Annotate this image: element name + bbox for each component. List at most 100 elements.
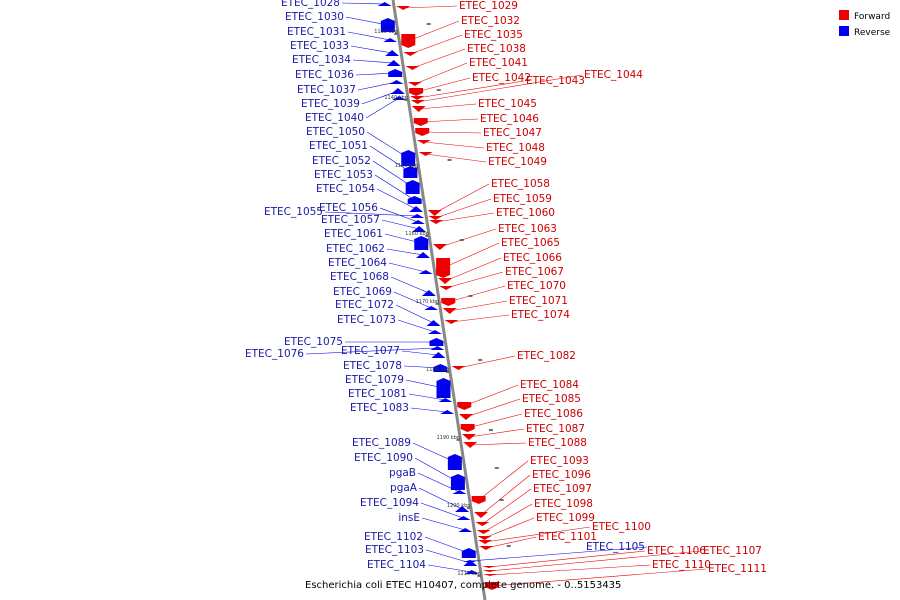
gene-connector — [423, 141, 485, 149]
forward-gene-label[interactable]: ETEC_1067 — [505, 266, 564, 278]
forward-gene-label[interactable]: ETEC_1085 — [522, 393, 581, 405]
reverse-gene-label[interactable]: ETEC_1028 — [281, 0, 340, 9]
forward-gene-label[interactable]: ETEC_1107 — [703, 545, 762, 557]
reverse-gene-label[interactable]: pgaB — [389, 467, 416, 479]
reverse-gene-label[interactable]: ETEC_1079 — [345, 374, 404, 386]
forward-gene-label[interactable]: ETEC_1101 — [538, 531, 597, 543]
forward-gene-label[interactable]: ETEC_1099 — [536, 512, 595, 524]
forward-gene-label[interactable]: ETEC_1059 — [493, 193, 552, 205]
reverse-gene-label[interactable]: ETEC_1030 — [285, 11, 344, 23]
reverse-gene-label[interactable]: ETEC_1054 — [316, 183, 375, 195]
forward-gene-label[interactable]: ETEC_1042 — [472, 72, 531, 84]
forward-gene-label[interactable]: ETEC_1058 — [491, 178, 550, 190]
gene-connector — [482, 488, 532, 525]
reverse-gene-label[interactable]: ETEC_1061 — [324, 228, 383, 240]
reverse-gene-label[interactable]: ETEC_1090 — [354, 452, 413, 464]
gene-connector — [465, 398, 521, 418]
reverse-gene-label[interactable]: ETEC_1062 — [326, 243, 385, 255]
reverse-gene-label[interactable]: ETEC_1073 — [337, 314, 396, 326]
forward-gene-label[interactable]: ETEC_1065 — [501, 237, 560, 249]
genome-caption: Escherichia coli ETEC H10407, complete g… — [305, 580, 621, 591]
forward-gene-label[interactable]: ETEC_1070 — [507, 280, 566, 292]
forward-gene-label[interactable]: ETEC_1098 — [534, 498, 593, 510]
forward-gene-label[interactable]: ETEC_1071 — [509, 295, 568, 307]
reverse-gene-label[interactable]: pgaA — [390, 482, 418, 494]
reverse-gene-label[interactable]: ETEC_1051 — [309, 140, 368, 152]
forward-gene-label[interactable]: ETEC_1045 — [478, 98, 537, 110]
gene-connector — [408, 393, 446, 401]
forward-gene-label[interactable]: ETEC_1084 — [520, 379, 579, 391]
reverse-gene-label[interactable]: ETEC_1094 — [360, 497, 419, 509]
forward-gene-label[interactable]: ETEC_1110 — [652, 559, 711, 571]
reverse-gene-label[interactable]: insE — [398, 512, 420, 524]
reverse-gene-label[interactable]: ETEC_1077 — [341, 345, 400, 357]
forward-gene-label[interactable]: ETEC_1029 — [459, 0, 518, 12]
reverse-gene-label[interactable]: ETEC_1037 — [297, 84, 356, 96]
forward-gene-label[interactable]: ETEC_1087 — [526, 423, 585, 435]
forward-gene-label[interactable]: ETEC_1063 — [498, 223, 557, 235]
reverse-gene-label[interactable]: ETEC_1069 — [333, 286, 392, 298]
forward-gene-label[interactable]: ETEC_1032 — [461, 15, 520, 27]
reverse-gene-label[interactable]: ETEC_1103 — [365, 544, 424, 556]
reverse-gene-label[interactable]: ETEC_1089 — [352, 437, 411, 449]
reverse-gene-label[interactable]: ETEC_1104 — [367, 559, 426, 571]
forward-gene-label[interactable]: ETEC_1049 — [488, 156, 547, 168]
forward-gene-label[interactable]: ETEC_1043 — [526, 75, 585, 87]
reverse-gene-label[interactable]: ETEC_1075 — [284, 336, 343, 348]
forward-gene-label[interactable]: ETEC_1088 — [528, 437, 587, 449]
reverse-gene-label[interactable]: ETEC_1039 — [301, 98, 360, 110]
forward-gene-label[interactable]: ETEC_1093 — [530, 455, 589, 467]
reverse-gene-label[interactable]: ETEC_1057 — [321, 214, 380, 226]
reverse-gene-label[interactable]: ETEC_1052 — [312, 155, 371, 167]
forward-gene-label[interactable]: ETEC_1060 — [496, 207, 555, 219]
reverse-gene-label[interactable]: ETEC_1078 — [343, 360, 402, 372]
legend-forward-swatch — [839, 10, 849, 20]
forward-gene-feature[interactable] — [396, 6, 411, 10]
reverse-gene-label[interactable]: ETEC_1102 — [364, 531, 423, 543]
reverse-gene-label[interactable]: ETEC_1033 — [290, 40, 349, 52]
reverse-gene-label[interactable]: ETEC_1034 — [292, 54, 351, 66]
gene-connector — [412, 48, 466, 69]
gene-connector — [489, 550, 702, 572]
forward-gene-label[interactable]: ETEC_1035 — [464, 29, 523, 41]
reverse-gene-label[interactable]: ETEC_1031 — [287, 26, 346, 38]
forward-gene-label[interactable]: ETEC_1100 — [592, 521, 651, 533]
forward-gene-label[interactable]: ETEC_1106 — [647, 545, 706, 557]
reverse-gene-label[interactable]: ETEC_1105 — [586, 541, 645, 553]
gene-connector — [352, 59, 394, 64]
reverse-gene-label[interactable]: ETEC_1055 — [264, 206, 323, 218]
reverse-gene-label[interactable]: ETEC_1081 — [348, 388, 407, 400]
reverse-gene-label[interactable]: ETEC_1053 — [314, 169, 373, 181]
reverse-gene-label[interactable]: ETEC_1083 — [350, 402, 409, 414]
reverse-gene-label[interactable]: ETEC_1036 — [295, 69, 354, 81]
forward-gene-label[interactable]: ETEC_1038 — [467, 43, 526, 55]
reverse-gene-label[interactable]: ETEC_1064 — [328, 257, 387, 269]
forward-gene-label[interactable]: ETEC_1041 — [469, 57, 528, 69]
forward-gene-label[interactable]: ETEC_1046 — [480, 113, 539, 125]
gene-connector — [381, 219, 420, 230]
legend: Forward Reverse — [839, 10, 891, 38]
forward-gene-label[interactable]: ETEC_1066 — [503, 252, 562, 264]
forward-gene-label[interactable]: ETEC_1097 — [533, 483, 592, 495]
reverse-gene-feature[interactable] — [377, 2, 392, 6]
gene-connector — [361, 90, 399, 105]
forward-gene-label[interactable]: ETEC_1111 — [708, 563, 767, 575]
gene-connector — [480, 474, 531, 516]
forward-gene-label[interactable]: ETEC_1082 — [517, 350, 576, 362]
gene-connector — [355, 72, 396, 76]
gene-connector — [442, 242, 500, 269]
forward-gene-label[interactable]: ETEC_1074 — [511, 309, 570, 321]
reverse-gene-label[interactable]: ETEC_1056 — [319, 202, 378, 214]
forward-gene-label[interactable]: ETEC_1044 — [584, 69, 643, 81]
reverse-gene-label[interactable]: ETEC_1068 — [330, 271, 389, 283]
forward-gene-label[interactable]: ETEC_1096 — [532, 469, 591, 481]
forward-gene-label[interactable]: ETEC_1047 — [483, 127, 542, 139]
gene-connector — [458, 355, 516, 369]
reverse-gene-label[interactable]: ETEC_1072 — [335, 299, 394, 311]
forward-gene-label[interactable]: ETEC_1048 — [486, 142, 545, 154]
reverse-gene-label[interactable]: ETEC_1050 — [306, 126, 365, 138]
forward-gene-label[interactable]: ETEC_1086 — [524, 408, 583, 420]
reverse-gene-label[interactable]: ETEC_1040 — [305, 112, 364, 124]
reverse-gene-label[interactable]: ETEC_1076 — [245, 348, 304, 360]
